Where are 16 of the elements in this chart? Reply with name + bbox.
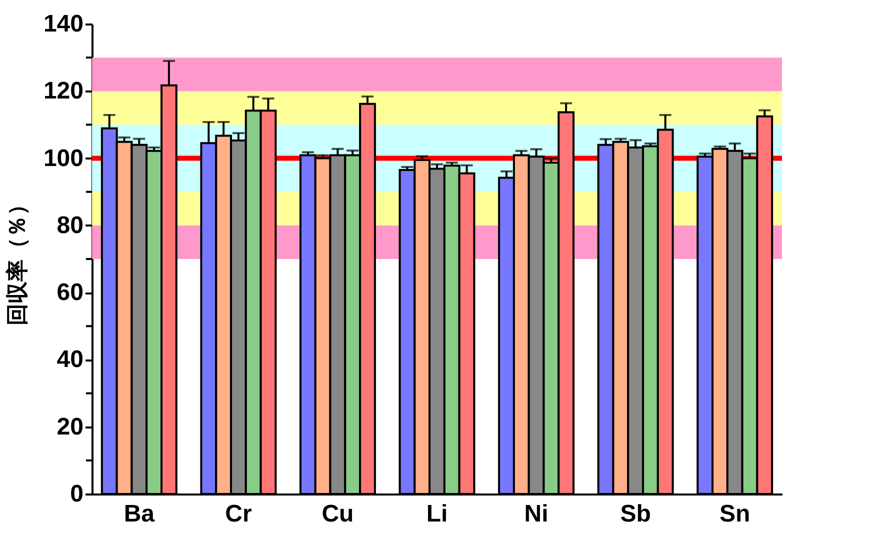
- y-tick-label: 120: [43, 78, 84, 105]
- x-tick-label: Li: [426, 500, 448, 528]
- y-tick-label: 0: [70, 480, 84, 508]
- y-tick-label: 80: [56, 212, 84, 239]
- y-tick-label: 140: [43, 10, 84, 38]
- y-tick-label: 60: [56, 279, 84, 306]
- x-tick-label: Ba: [124, 500, 156, 528]
- y-axis-title: 回収率（％）: [4, 194, 30, 326]
- y-tick-label: 100: [43, 144, 84, 172]
- x-tick-label: Cr: [225, 500, 252, 528]
- x-tick-label: Cu: [322, 500, 354, 528]
- y-tick-label: 20: [56, 413, 84, 440]
- x-tick-label: Ni: [524, 500, 548, 528]
- x-tick-label: Sn: [720, 500, 750, 528]
- y-tick-label: 40: [56, 346, 84, 374]
- x-tick-label: Sb: [620, 500, 651, 528]
